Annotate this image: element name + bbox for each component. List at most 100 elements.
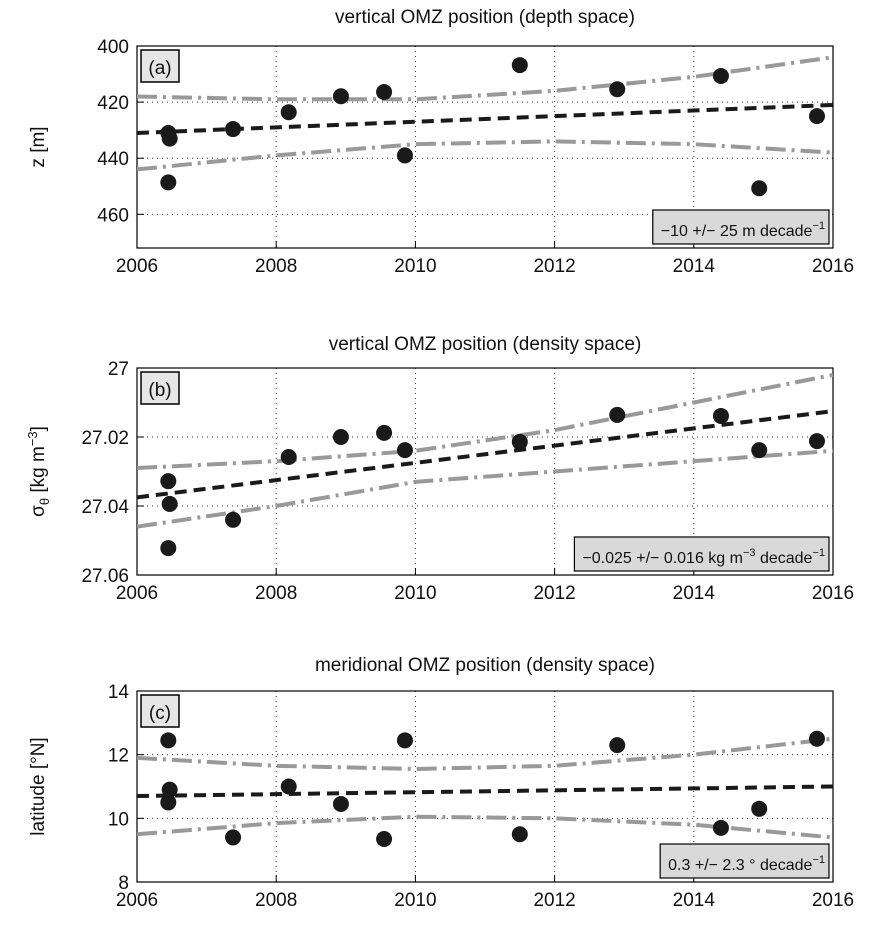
y-axis-label-part: [kg m [28, 446, 49, 498]
x-tick-label: 2008 [255, 890, 297, 911]
data-point [160, 174, 177, 191]
annotation-box [652, 209, 830, 245]
panel: meridional OMZ position (density space) 2… [28, 655, 854, 911]
x-tick-label: 2012 [533, 583, 575, 604]
y-tick-label: 420 [97, 93, 129, 114]
y-tick-label: 440 [97, 149, 129, 170]
x-tick-label: 2008 [255, 583, 297, 604]
annotation-part: −1 [812, 220, 825, 232]
annotation: 0.3 +/− 2.3 ° decade−1 [668, 854, 825, 874]
data-point [332, 796, 349, 813]
data-point [160, 473, 177, 490]
y-tick-label: 460 [97, 205, 129, 226]
y-axis-label-part: −3 [25, 431, 40, 446]
data-point [161, 130, 178, 147]
data-point [751, 442, 768, 459]
plot-frame [136, 690, 834, 883]
x-tick-label: 2010 [394, 256, 436, 277]
annotation-part: −3 [743, 547, 756, 559]
confidence-bound [137, 372, 833, 471]
confidence-bound [137, 736, 833, 771]
annotation-part: −10 +/− 25 m decade [661, 223, 813, 240]
data-point [609, 737, 626, 754]
annotation-box [659, 843, 830, 879]
x-tick-label: 2006 [116, 256, 158, 277]
data-point [376, 424, 393, 441]
x-tick-label: 2010 [394, 583, 436, 604]
y-axis-label-part: latitude [°N] [28, 737, 49, 835]
x-tick-label: 2006 [116, 890, 158, 911]
y-axis-label: z [m] [28, 126, 49, 167]
data-point [751, 800, 768, 817]
chart-title: vertical OMZ position (density space) [329, 334, 642, 355]
y-axis-label: latitude [°N] [28, 737, 49, 835]
data-point [712, 68, 729, 85]
data-point [160, 794, 177, 811]
data-point [160, 732, 177, 749]
data-point [332, 429, 349, 445]
panel: vertical OMZ position (density space) 200… [25, 334, 854, 604]
panel-label: (c) [149, 703, 171, 724]
confidence-bound [137, 814, 833, 840]
y-axis-label: σθ [kg m−3] [25, 426, 52, 517]
annotation-part: 0.3 +/− 2.3 ° decade [668, 857, 812, 874]
data-point [332, 88, 349, 105]
annotation-part: decade [756, 550, 813, 567]
y-axis-label-part: z [m] [28, 126, 49, 167]
annotation-part: −0.025 +/− 0.016 kg m [582, 550, 743, 567]
data-point [609, 406, 626, 423]
data-point [609, 81, 626, 98]
data-point [511, 826, 528, 843]
data-point [280, 778, 297, 795]
annotation: −10 +/− 25 m decade−1 [661, 220, 825, 240]
x-tick-label: 2008 [255, 256, 297, 277]
data-point [396, 732, 413, 749]
y-tick-label: 10 [108, 809, 129, 830]
data-point [161, 781, 178, 798]
panel-label: (a) [148, 58, 171, 79]
confidence-bound [137, 448, 833, 529]
data-point [280, 449, 297, 466]
panel-label-box [140, 49, 180, 83]
data-point [225, 121, 242, 138]
data-point [712, 819, 729, 836]
chart-title: meridional OMZ position (density space) [315, 655, 655, 676]
data-point [396, 442, 413, 459]
x-tick-label: 2006 [116, 583, 158, 604]
data-point [808, 730, 825, 747]
trend-line [137, 409, 833, 500]
x-tick-label: 2010 [394, 890, 436, 911]
data-point [376, 831, 393, 848]
data-point [225, 511, 242, 528]
trend-line [137, 784, 833, 799]
x-tick-label: 2014 [673, 256, 716, 277]
data-point [396, 147, 413, 164]
annotation: −0.025 +/− 0.016 kg m−3 decade−1 [582, 547, 825, 567]
y-axis-label-part: ] [28, 426, 49, 431]
y-tick-label: 27.04 [81, 497, 129, 518]
x-tick-label: 2016 [812, 583, 854, 604]
data-point [511, 57, 528, 74]
data-point [376, 84, 393, 101]
data-point [161, 495, 178, 512]
y-tick-label: 14 [108, 682, 130, 703]
panel: vertical OMZ position (depth space) 2006 2… [28, 7, 854, 277]
y-axis-label-part: σ [28, 505, 49, 517]
panel-label-box [140, 694, 180, 728]
x-tick-label: 2016 [812, 890, 854, 911]
y-tick-label: 27.06 [81, 566, 129, 587]
confidence-bound [137, 139, 833, 172]
data-point [712, 407, 729, 424]
annotation-part: −1 [812, 547, 825, 559]
data-point [225, 829, 242, 846]
y-tick-label: 27.02 [81, 428, 129, 449]
y-axis-label-part: θ [37, 498, 52, 505]
chart-title: vertical OMZ position (depth space) [335, 7, 635, 28]
plot-frame [136, 45, 834, 249]
x-tick-label: 2016 [812, 256, 854, 277]
x-tick-label: 2012 [533, 256, 575, 277]
y-tick-label: 400 [97, 37, 129, 58]
data-point [751, 180, 768, 197]
confidence-bound [137, 55, 833, 102]
